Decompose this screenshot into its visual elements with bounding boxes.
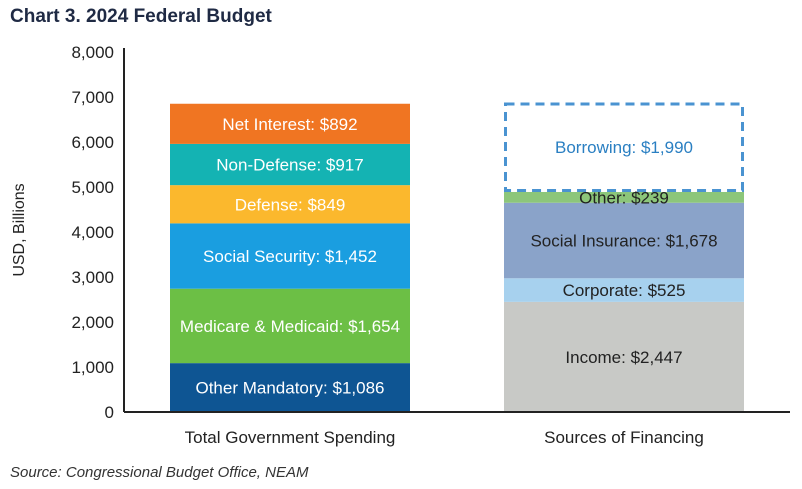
data-label-other: Other: $239 [579, 188, 669, 207]
x-category-label: Sources of Financing [544, 428, 704, 447]
data-label-medicare-medicaid: Medicare & Medicaid: $1,654 [180, 317, 400, 336]
y-tick-label: 4,000 [71, 223, 114, 242]
data-label-corporate: Corporate: $525 [563, 281, 686, 300]
y-tick-label: 6,000 [71, 133, 114, 152]
y-axis: 0 1,000 2,000 3,000 4,000 5,000 6,000 7,000 8,00… [71, 43, 125, 422]
y-tick-label: 8,000 [71, 43, 114, 62]
chart-title: Chart 3. 2024 Federal Budget [10, 6, 272, 27]
bar-segment-income [504, 301, 744, 412]
bar-segment-net-interest [170, 103, 410, 144]
y-tick-label: 5,000 [71, 178, 114, 197]
data-label-social-security: Social Security: $1,452 [203, 247, 377, 266]
y-tick-label: 1,000 [71, 358, 114, 377]
data-label-income: Income: $2,447 [565, 348, 682, 367]
data-label-net-interest: Net Interest: $892 [222, 115, 357, 134]
data-label-defense: Defense: $849 [235, 195, 346, 214]
y-tick-label: 7,000 [71, 88, 114, 107]
bar-segment-non-defense [170, 143, 410, 186]
bar-segment-social-security [170, 223, 410, 289]
x-category-label: Total Government Spending [185, 428, 396, 447]
bar-segment-borrowing [504, 102, 744, 192]
x-axis: Total Government Spending Sources of Fina… [124, 411, 790, 447]
y-tick-label: 3,000 [71, 268, 114, 287]
data-label-non-defense: Non-Defense: $917 [216, 156, 363, 175]
source-note: Source: Congressional Budget Office, NEA… [10, 464, 309, 481]
bar-segment-corporate [504, 278, 744, 302]
bar-segment-other [504, 191, 744, 203]
y-axis-label: USD, Billions [11, 183, 28, 276]
bar-segment-social-insurance [504, 202, 744, 279]
data-label-borrowing: Borrowing: $1,990 [555, 138, 693, 157]
bar-segment-other-mandatory [170, 363, 410, 412]
data-label-social-insurance: Social Insurance: $1,678 [530, 232, 717, 251]
bar-segment-medicare-medicaid [170, 288, 410, 364]
bars: Other Mandatory: $1,086 Medicare & Medica… [170, 102, 744, 412]
y-tick-label: 0 [105, 403, 114, 422]
data-label-other-mandatory: Other Mandatory: $1,086 [195, 379, 384, 398]
bar-segment-defense [170, 185, 410, 224]
y-tick-label: 2,000 [71, 313, 114, 332]
